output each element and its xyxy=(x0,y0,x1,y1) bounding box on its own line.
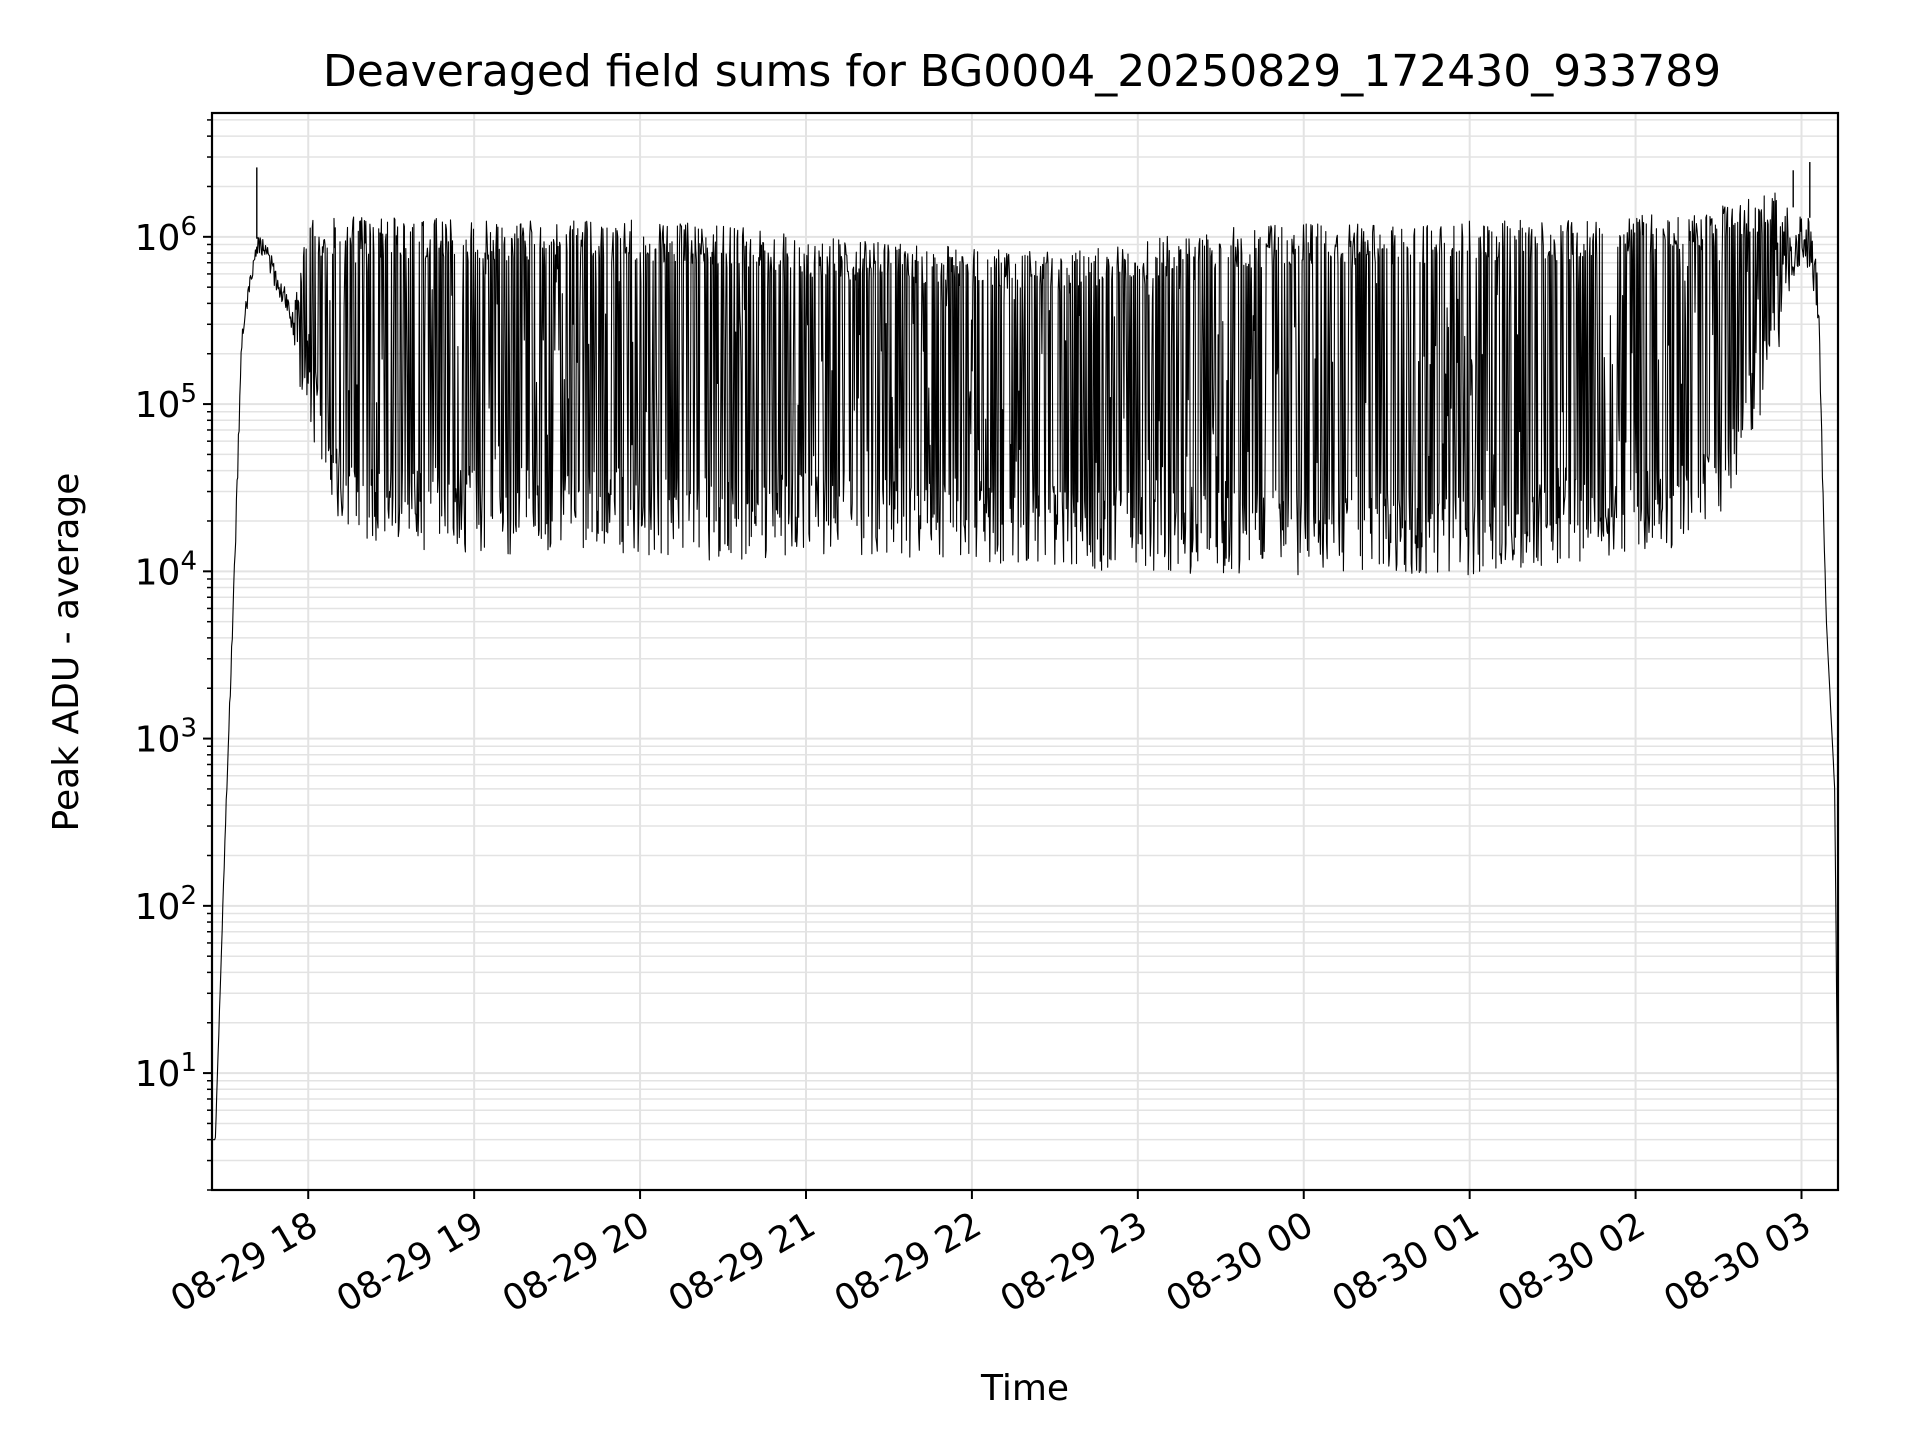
chart-title: Deaveraged field sums for BG0004_2025082… xyxy=(323,46,1721,97)
series-line xyxy=(212,192,1839,1141)
x-axis-label: Time xyxy=(980,1368,1069,1409)
y-tick-label: 101 xyxy=(135,1048,197,1095)
series-group xyxy=(212,162,1839,1141)
plot-frame xyxy=(210,111,1840,1192)
y-axis-label: Peak ADU - average xyxy=(46,473,87,832)
y-tick-label: 105 xyxy=(135,379,197,426)
